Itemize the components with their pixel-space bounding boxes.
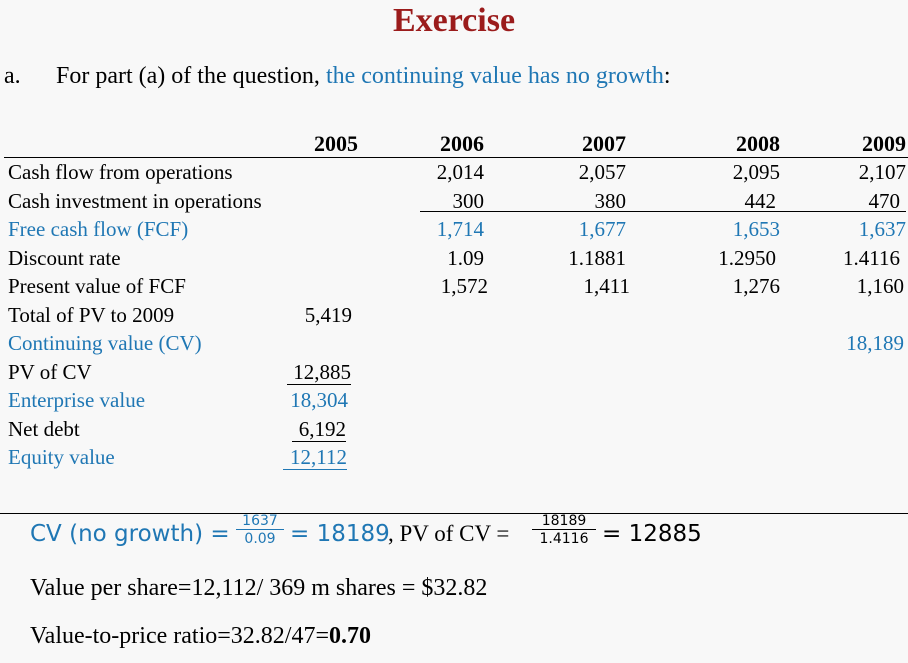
fcf-2008: 1,653 [732,217,780,241]
cfo-2009: 2,107 [858,160,906,184]
fcf-2009: 1,637 [858,217,906,241]
year-header-2008: 2008 [736,131,780,156]
vtp-prefix: Value-to-price ratio=32.82/47= [30,623,329,649]
dr-2009: 1.4116 [843,246,900,270]
row-label-net-debt: Net debt [8,417,80,441]
cv-formula-label: CV (no growth) = [30,521,230,547]
value-to-price-ratio: Value-to-price ratio=32.82/47=0.70 [30,622,371,650]
pv-cv-fraction-bar [532,529,596,530]
row-label-cfo: Cash flow from operations [8,160,233,184]
pv-cv-formula-result: = 12885 [602,521,702,547]
cfo-2006: 2,014 [436,160,484,184]
row-label-fcf: Free cash flow (FCF) [8,217,189,241]
year-header-2006: 2006 [440,131,484,156]
row-label-discount-rate: Discount rate [8,246,121,270]
intro-text-after: : [663,63,671,89]
pv-cv-denominator: 1.4116 [539,531,589,547]
intro-text-before: For part (a) of the question, [56,63,326,89]
cv-2009: 18,189 [846,331,904,355]
list-marker: a. [4,63,21,89]
intro-text-highlight: the continuing value has no growth [325,63,664,89]
year-header-2009: 2009 [862,131,906,156]
pv-2007: 1,411 [583,274,630,298]
fcf-2007: 1,677 [578,217,626,241]
cio-2008: 442 [744,189,777,213]
pv-cv-numerator: 18189 [541,513,587,529]
value-per-share: Value per share=12,112/ 369 m shares = $… [30,575,488,601]
pv-cv-fraction: 18189 1.4116 [532,513,596,548]
dr-2007: 1.1881 [568,246,626,270]
cv-denominator: 0.09 [244,531,276,547]
pv-cv-formula-label: , PV of CV = [388,521,510,546]
row-label-cv: Continuing value (CV) [8,331,202,355]
cio-2009: 470 [868,189,901,213]
year-header-2005: 2005 [314,131,358,156]
cv-fraction-bar [236,529,284,530]
row-label-total-pv: Total of PV to 2009 [8,303,175,327]
net-debt-value: 6,192 [292,417,346,442]
formula-divider [0,513,908,514]
subtotal-rule [420,211,906,212]
fcf-2006: 1,714 [436,217,484,241]
row-label-cio: Cash investment in operations [8,189,262,213]
slide-title: Exercise [392,2,516,39]
row-label-pv-cv: PV of CV [8,360,92,384]
row-label-pv-fcf: Present value of FCF [8,274,186,298]
ev-value: 18,304 [290,388,348,412]
intro-text: For part (a) of the question, the contin… [56,62,671,90]
row-label-equity: Equity value [8,445,115,469]
row-label-ev: Enterprise value [8,388,146,412]
pv-2009: 1,160 [856,274,904,298]
cv-formula-result: = 18189 [290,521,390,547]
dr-2008: 1.2950 [718,246,776,270]
cfo-2007: 2,057 [578,160,626,184]
dr-2006: 1.09 [447,246,484,270]
vtp-result: 0.70 [328,623,371,649]
cfo-2008: 2,095 [732,160,780,184]
year-header-2007: 2007 [582,131,626,156]
cio-2007: 380 [594,189,627,213]
pv-2008: 1,276 [732,274,780,298]
pv-cv-value: 12,885 [287,360,351,385]
cv-numerator: 1637 [242,513,278,529]
cv-fraction: 1637 0.09 [236,513,284,548]
total-pv-value: 5,419 [304,303,352,327]
cio-2006: 300 [452,189,485,213]
equity-value: 12,112 [283,445,347,470]
header-rule [4,157,908,158]
pv-2006: 1,572 [440,274,488,298]
